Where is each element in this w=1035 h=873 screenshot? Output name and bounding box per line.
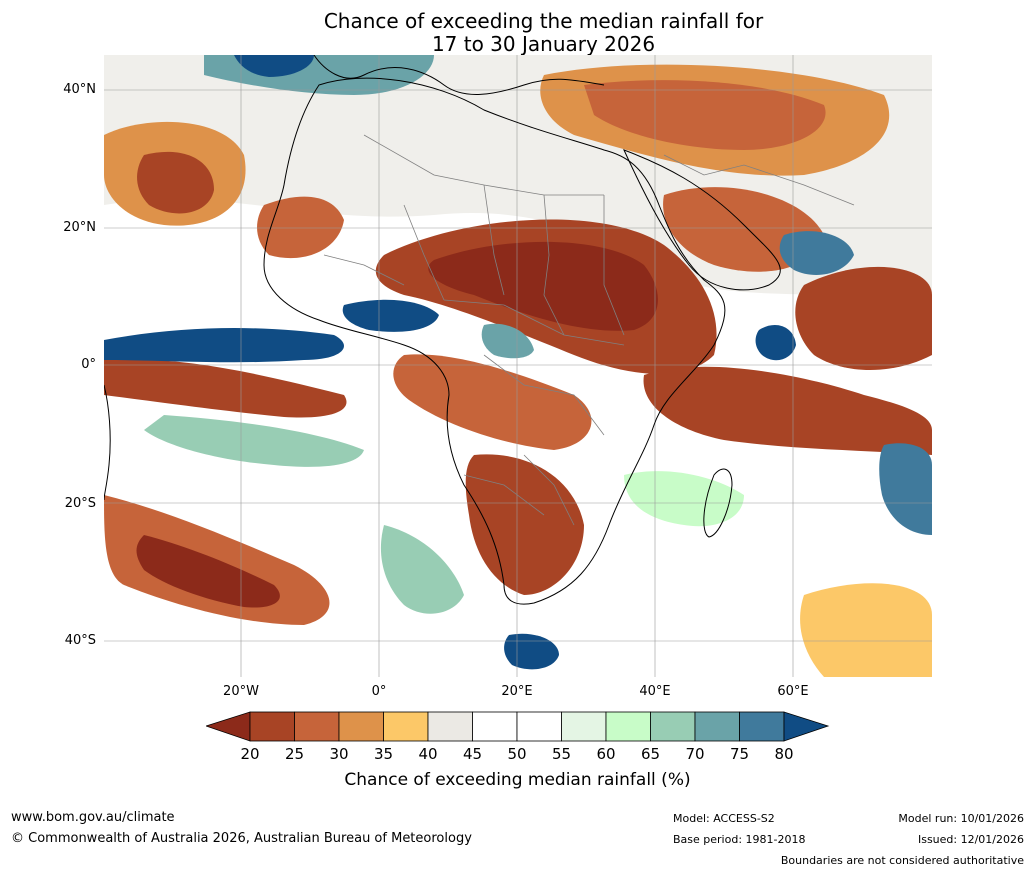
region-dry-equatorial-atlantic	[104, 359, 347, 418]
region-wet-south-atlantic	[144, 415, 364, 467]
colorbar	[206, 711, 830, 742]
region-dry-east-africa	[643, 366, 932, 455]
colorbar-tick-label: 30	[329, 745, 349, 763]
region-dry-sahel-core	[428, 241, 658, 331]
region-dry-mediterranean-core	[584, 80, 826, 150]
colorbar-tick-label: 20	[240, 745, 260, 763]
africa-coastline	[263, 77, 726, 605]
colorbar-segment	[561, 711, 607, 742]
region-wet-southern-ocean	[504, 633, 559, 670]
region-dry-south-atlantic-core	[136, 535, 280, 608]
region-wet-arabian-sea	[755, 325, 796, 361]
colorbar-tick-label: 75	[729, 745, 750, 763]
colorbar-title: Chance of exceeding median rainfall (%)	[344, 770, 691, 790]
footer-base-period: Base period: 1981-2018	[673, 833, 806, 846]
colorbar-segment	[294, 711, 340, 742]
colorbar-low-arrow	[206, 711, 251, 742]
lat-label-40s: 40°S	[64, 633, 96, 648]
colorbar-tick-label: 65	[640, 745, 661, 763]
colorbar-segment	[249, 711, 295, 742]
graticule	[104, 55, 932, 677]
arabia-coastline	[623, 149, 781, 291]
colorbar-tick-label: 70	[685, 745, 705, 763]
region-wet-moderate	[624, 471, 744, 527]
colorbar-segment	[516, 711, 562, 742]
footer-model: Model: ACCESS-S2	[673, 812, 775, 825]
colorbar-high-arrow	[783, 711, 830, 742]
lat-label-40n: 40°N	[63, 82, 96, 97]
colorbar-tick-label: 80	[774, 745, 794, 763]
europe-coastline	[313, 55, 605, 95]
lon-label-60e: 60°E	[777, 684, 809, 699]
region-dry-south-indian	[800, 583, 932, 677]
madagascar-coastline	[703, 468, 733, 538]
lat-label-20n: 20°N	[63, 220, 96, 235]
colorbar-tick-label: 60	[596, 745, 616, 763]
colorbar-tick-label: 40	[418, 745, 438, 763]
region-dry-north-atlantic-core	[137, 151, 214, 214]
region-wet-south-africa-ocean	[380, 525, 464, 614]
region-dry-west-sahel	[257, 196, 344, 259]
colorbar-tick-label: 50	[507, 745, 527, 763]
colorbar-segment	[694, 711, 740, 742]
colorbar-tick-label: 45	[462, 745, 483, 763]
region-wet-gulf-of-guinea	[104, 328, 344, 363]
region-dry-central-africa	[393, 354, 592, 450]
colorbar-tick-label: 55	[551, 745, 572, 763]
south-america-coastline	[104, 384, 111, 501]
colorbar-segments	[249, 711, 785, 742]
lat-label-0: 0°	[81, 357, 96, 372]
colorbar-segment	[427, 711, 473, 742]
colorbar-tick-label: 25	[284, 745, 305, 763]
colorbar-segment	[472, 711, 518, 742]
colorbar-segment	[650, 711, 696, 742]
chart-title: Chance of exceeding the median rainfall …	[0, 10, 1035, 56]
rainfall-map-svg	[104, 55, 932, 677]
lat-label-20s: 20°S	[64, 496, 96, 511]
lon-label-0: 0°	[371, 684, 387, 699]
region-wet-congo	[481, 323, 534, 359]
colorbar-segment	[338, 711, 384, 742]
title-line-2: 17 to 30 January 2026	[431, 32, 656, 56]
colorbar-segment	[739, 711, 785, 742]
region-dry-indian-ocean	[795, 266, 932, 370]
colorbar-segment	[383, 711, 429, 742]
colorbar-segment	[605, 711, 651, 742]
footer-website: www.bom.gov.au/climate	[11, 810, 175, 825]
footer-disclaimer: Boundaries are not considered authoritat…	[780, 854, 1024, 867]
title-line-1: Chance of exceeding the median rainfall …	[323, 9, 764, 33]
footer-model-run: Model run: 10/01/2026	[898, 812, 1024, 825]
region-dry-southern-africa	[465, 454, 584, 595]
footer-copyright: © Commonwealth of Australia 2026, Austra…	[11, 831, 472, 846]
lon-label-40e: 40°E	[639, 684, 671, 699]
region-wet-north-atlantic-core	[234, 55, 314, 77]
footer-issued: Issued: 12/01/2026	[917, 833, 1024, 846]
country-borders	[323, 134, 855, 526]
region-wet-madagascar-ocean	[879, 443, 932, 535]
coastlines	[104, 55, 781, 605]
colorbar-tick-label: 35	[373, 745, 394, 763]
lon-label-20w: 20°W	[223, 684, 259, 699]
region-wet-indian-ocean	[779, 231, 854, 275]
rainfall-map	[104, 55, 932, 677]
lon-label-20e: 20°E	[501, 684, 533, 699]
region-wet-west-africa-coast	[342, 299, 439, 332]
